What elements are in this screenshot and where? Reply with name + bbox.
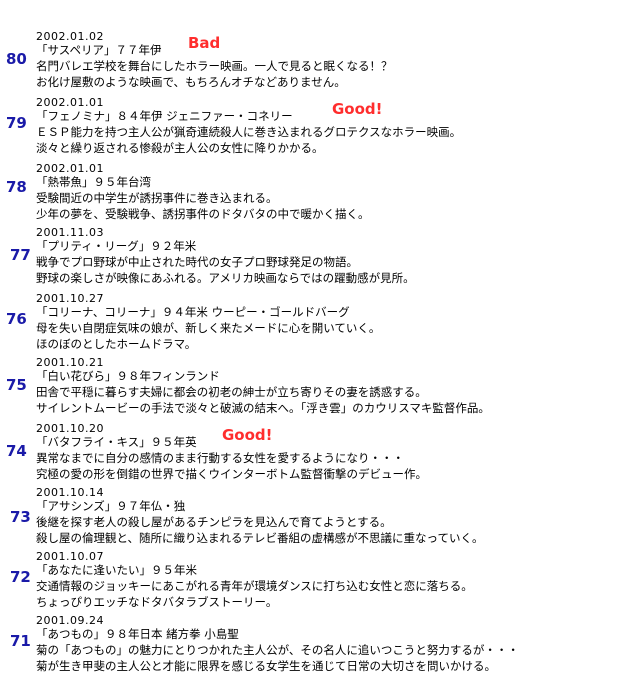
entry-description-line: 菊が生き甲斐の主人公と才能に限界を感じる女学生を通じて日常の大切さを問いかける。 bbox=[36, 659, 496, 673]
entry-number: 76 bbox=[6, 310, 27, 328]
entry-number: 79 bbox=[6, 114, 27, 132]
entry-title: 「バタフライ・キス」９５年英 bbox=[36, 435, 197, 449]
entry-title: 「アサシンズ」９７年仏・独 bbox=[36, 499, 186, 513]
entry-date: 2001.10.20 bbox=[36, 422, 104, 435]
entry-date: 2001.09.24 bbox=[36, 614, 104, 627]
rating-badge: Good! bbox=[222, 426, 273, 444]
entry-description-line: 受験間近の中学生が誘拐事件に巻き込まれる。 bbox=[36, 191, 278, 205]
review-entry: 71 2001.09.24 「あつもの」９８年日本 緒方拳 小島聖 菊の「あつも… bbox=[0, 612, 640, 690]
entry-number: 78 bbox=[6, 178, 27, 196]
entry-description-line: 戦争でプロ野球が中止された時代の女子プロ野球発足の物語。 bbox=[36, 255, 358, 269]
entry-number: 77 bbox=[10, 246, 31, 264]
entry-title: 「プリティ・リーグ」９２年米 bbox=[36, 239, 197, 253]
entry-date: 2002.01.01 bbox=[36, 162, 104, 175]
entry-description-line: 後継を探す老人の殺し屋があるチンピラを見込んで育てようとする。 bbox=[36, 515, 392, 529]
entry-number: 71 bbox=[10, 632, 31, 650]
rating-badge: Good! bbox=[332, 100, 383, 118]
entry-number: 72 bbox=[10, 568, 31, 586]
entry-description-line: ＥＳＰ能力を持つ主人公が猟奇連続殺人に巻き込まれるグロテクスなホラー映画。 bbox=[36, 125, 462, 139]
entry-description-line: 田舎で平穏に暮らす夫婦に都会の初老の紳士が立ち寄りその妻を誘惑する。 bbox=[36, 385, 427, 399]
entry-description-line: ほのぼのとしたホームドラマ。 bbox=[36, 337, 197, 351]
review-entry: 80 2002.01.02 「サスペリア」７７年伊 Bad 名門バレエ学校を舞台… bbox=[0, 28, 640, 106]
entry-title: 「フェノミナ」８４年伊 ジェニファー・コネリー bbox=[36, 109, 293, 123]
entry-date: 2001.10.14 bbox=[36, 486, 104, 499]
entry-title: 「あなたに逢いたい」９５年米 bbox=[36, 563, 197, 577]
entry-date: 2002.01.02 bbox=[36, 30, 104, 43]
entry-title: 「白い花びら」９８年フィンランド bbox=[36, 369, 220, 383]
rating-badge: Bad bbox=[188, 34, 221, 52]
entry-title: 「熱帯魚」９５年台湾 bbox=[36, 175, 151, 189]
entry-description-line: お化け屋敷のような映画で、もちろんオチなどありません。 bbox=[36, 75, 346, 89]
entry-description-line: 異常なまでに自分の感情のまま行動する女性を愛するようになり・・・ bbox=[36, 451, 404, 465]
entry-title: 「あつもの」９８年日本 緒方拳 小島聖 bbox=[36, 627, 239, 641]
review-entry: 79 2002.01.01 「フェノミナ」８４年伊 ジェニファー・コネリー Go… bbox=[0, 94, 640, 172]
review-entry: 77 2001.11.03 「プリティ・リーグ」９２年米 戦争でプロ野球が中止さ… bbox=[0, 224, 640, 302]
review-entry: 76 2001.10.27 「コリーナ、コリーナ」９４年米 ウーピー・ゴールドバ… bbox=[0, 290, 640, 368]
entry-description-line: ちょっぴりエッチなドタバタラブストーリー。 bbox=[36, 595, 278, 609]
entry-number: 80 bbox=[6, 50, 27, 68]
entry-date: 2001.10.07 bbox=[36, 550, 104, 563]
entry-date: 2001.11.03 bbox=[36, 226, 104, 239]
entry-description-line: サイレントムービーの手法で淡々と破滅の結末へ。「浮き雲」のカウリスマキ監督作品。 bbox=[36, 401, 490, 415]
entry-number: 75 bbox=[6, 376, 27, 394]
entry-description-line: 淡々と繰り返される惨殺が主人公の女性に降りかかる。 bbox=[36, 141, 324, 155]
entry-description-line: 少年の夢を、受験戦争、誘拐事件のドタバタの中で暖かく描く。 bbox=[36, 207, 370, 221]
entry-date: 2002.01.01 bbox=[36, 96, 104, 109]
review-entry: 75 2001.10.21 「白い花びら」９８年フィンランド 田舎で平穏に暮らす… bbox=[0, 354, 640, 432]
review-entry: 72 2001.10.07 「あなたに逢いたい」９５年米 交通情報のジョッキーに… bbox=[0, 548, 640, 626]
entry-description-line: 殺し屋の倫理観と、随所に織り込まれるテレビ番組の虚構感が不思議に重なっていく。 bbox=[36, 531, 484, 545]
entry-number: 73 bbox=[10, 508, 31, 526]
entry-title: 「コリーナ、コリーナ」９４年米 ウーピー・ゴールドバーグ bbox=[36, 305, 350, 319]
entry-date: 2001.10.27 bbox=[36, 292, 104, 305]
entry-number: 74 bbox=[6, 442, 27, 460]
entry-date: 2001.10.21 bbox=[36, 356, 104, 369]
review-entry: 73 2001.10.14 「アサシンズ」９７年仏・独 後継を探す老人の殺し屋が… bbox=[0, 484, 640, 562]
entry-description-line: 野球の楽しさが映像にあふれる。アメリカ映画ならではの躍動感が見所。 bbox=[36, 271, 415, 285]
review-entry: 78 2002.01.01 「熱帯魚」９５年台湾 受験間近の中学生が誘拐事件に巻… bbox=[0, 160, 640, 238]
review-entry: 74 2001.10.20 「バタフライ・キス」９５年英 Good! 異常なまで… bbox=[0, 420, 640, 498]
entry-title: 「サスペリア」７７年伊 bbox=[36, 43, 162, 57]
entry-description-line: 名門バレエ学校を舞台にしたホラー映画。一人で見ると眠くなる！？ bbox=[36, 59, 393, 73]
entry-description-line: 交通情報のジョッキーにあこがれる青年が環境ダンスに打ち込む女性と恋に落ちる。 bbox=[36, 579, 473, 593]
entry-description-line: 母を失い自閉症気味の娘が、新しく来たメードに心を開いていく。 bbox=[36, 321, 381, 335]
entry-description-line: 究極の愛の形を倒錯の世界で描くウインターボトム監督衝撃のデビュー作。 bbox=[36, 467, 427, 481]
entry-description-line: 菊の「あつもの」の魅力にとりつかれた主人公が、その名人に追いつこうと努力するが・… bbox=[36, 643, 519, 657]
